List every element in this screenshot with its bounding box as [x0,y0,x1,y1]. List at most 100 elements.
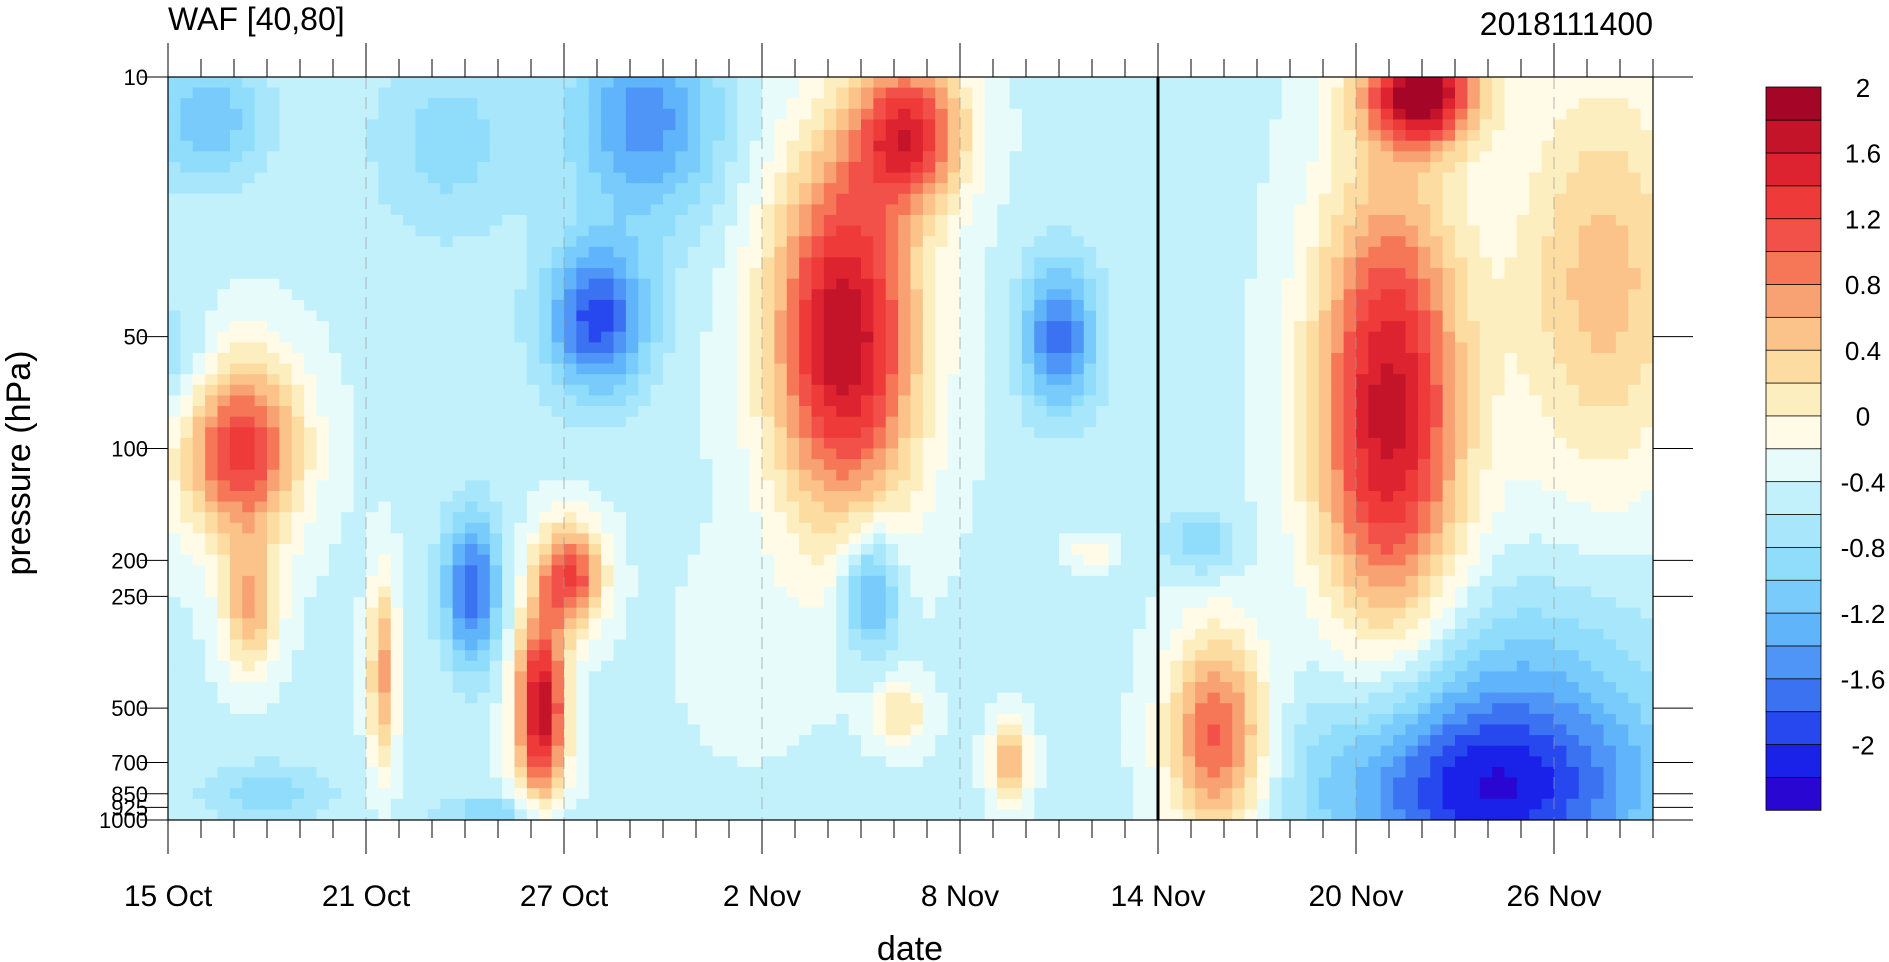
contour-cell [489,87,503,99]
contour-cell [947,724,961,736]
contour-cell [328,257,342,269]
contour-cell [316,682,330,694]
contour-cell [687,597,701,609]
contour-cell [613,363,627,375]
contour-cell [526,278,540,290]
contour-cell [291,77,305,89]
contour-cell [650,427,664,439]
contour-cell [180,151,194,163]
contour-cell [613,703,627,715]
contour-cell [737,692,751,704]
contour-cell [737,777,751,789]
contour-cell [353,660,367,672]
contour-cell [576,108,590,121]
contour-cell [749,257,763,269]
contour-cell [576,777,590,789]
contour-cell [749,586,763,598]
contour-cell [997,342,1011,354]
contour-cell [489,416,503,428]
contour-cell [638,108,652,121]
contour-cell [663,459,676,471]
contour-cell [341,469,355,481]
contour-cell [427,395,441,407]
contour-cell [254,161,268,174]
contour-cell [551,650,565,662]
contour-cell [452,777,466,789]
contour-cell [477,172,491,184]
contour-cell [638,766,652,779]
contour-cell [192,745,206,757]
contour-cell [526,108,540,121]
contour-cell [366,384,379,397]
contour-cell [440,268,454,280]
contour-cell [737,554,751,566]
contour-cell [267,745,280,757]
contour-cell [848,703,862,715]
contour-cell [601,575,615,588]
contour-cell [366,331,379,343]
contour-cell [514,352,528,365]
contour-cell [885,512,899,524]
contour-cell [1046,183,1060,195]
contour-cell [477,703,491,715]
contour-cell [304,98,318,110]
contour-cell [861,130,874,142]
contour-cell [700,183,714,195]
contour-cell [799,331,813,343]
contour-cell [440,501,454,513]
contour-cell [316,331,330,343]
contour-cell [910,204,924,216]
contour-cell [316,77,330,89]
contour-cell [304,384,318,397]
contour-cell [898,268,912,280]
contour-cell [390,618,404,630]
contour-cell [650,204,664,216]
contour-cell [675,374,689,386]
contour-cell [749,777,763,789]
contour-cell [687,703,701,715]
contour-cell [601,490,615,503]
contour-cell [737,628,751,641]
contour-cell [972,692,986,704]
contour-cell [229,427,243,439]
contour-cell [205,278,219,290]
contour-cell [489,437,503,450]
contour-cell [267,151,280,163]
contour-cell [625,639,639,651]
contour-cell [279,427,293,439]
contour-cell [613,395,627,407]
contour-cell [1021,193,1035,205]
contour-cell [700,660,714,672]
contour-cell [353,374,367,386]
contour-cell [267,724,280,736]
contour-cell [427,565,441,577]
contour-cell [935,204,949,216]
contour-cell [427,108,441,121]
contour-cell [217,777,231,789]
contour-cell [551,98,565,110]
contour-cell [848,586,862,598]
contour-cell [799,310,813,322]
contour-cell [502,533,516,545]
contour-cell [922,575,936,588]
contour-cell [242,480,256,492]
contour-cell [366,490,379,503]
contour-cell [922,660,936,672]
contour-cell [613,618,627,630]
contour-cell [997,352,1011,365]
contour-cell [712,809,726,820]
contour-cell [786,724,800,736]
contour-cell [1021,628,1035,641]
contour-cell [267,140,280,152]
contour-cell [229,98,243,110]
contour-cell [601,310,615,322]
contour-cell [279,384,293,397]
contour-cell [564,342,577,354]
contour-cell [415,310,429,322]
contour-cell [935,575,949,588]
contour-cell [328,352,342,365]
contour-cell [242,130,256,142]
contour-cell [749,682,763,694]
contour-cell [205,268,219,280]
contour-cell [539,490,553,503]
